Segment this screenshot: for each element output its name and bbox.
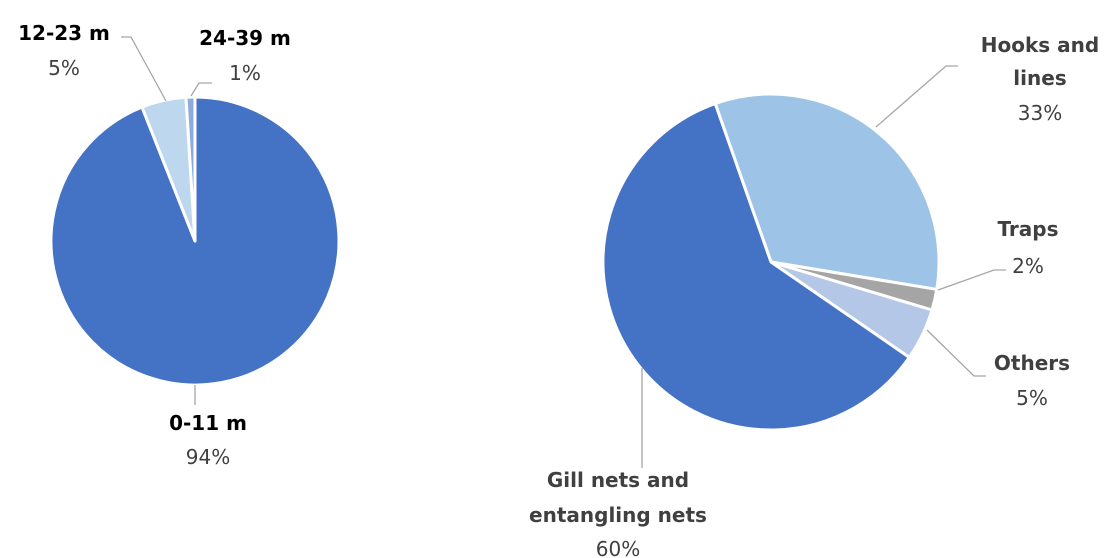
slice-value-24-39m: 1% [229, 61, 261, 85]
slice-value-0-11m: 94% [186, 445, 230, 469]
label-group-12-23m: 12-23 m 5% [18, 21, 110, 80]
slice-label-hooks-line-1: Hooks and [981, 33, 1099, 57]
slice-label-traps: Traps [997, 217, 1058, 241]
label-group-traps: Traps 2% [997, 217, 1058, 278]
leader-lines [121, 36, 1006, 468]
slice-label-gill-nets-line-1: Gill nets and [547, 468, 689, 492]
label-group-0-11m: 0-11 m 94% [169, 411, 247, 469]
leader-line-hooks-and-lines [875, 65, 958, 128]
leader-line-others [926, 329, 986, 377]
label-group-hooks-and-lines: Hooks and lines 33% [981, 33, 1099, 125]
slice-value-gill-nets: 60% [596, 537, 640, 558]
vessel-length-pie-chart [49, 95, 341, 387]
slice-label-12-23m: 12-23 m [18, 21, 110, 45]
slice-value-hooks-and-lines: 33% [1018, 101, 1062, 125]
vessel-slice-24-39-m [184, 95, 197, 243]
slice-value-traps: 2% [1012, 254, 1044, 278]
slice-label-0-11m: 0-11 m [169, 411, 247, 435]
slice-label-others: Others [994, 351, 1070, 375]
gear-slice-gill-nets-and-entangling-nets [601, 102, 911, 432]
slice-label-gill-nets-line-2: entangling nets [529, 503, 707, 527]
label-group-gill-nets: Gill nets and entangling nets 60% [529, 468, 707, 558]
slice-label-24-39m: 24-39 m [199, 26, 291, 50]
label-group-24-39m: 24-39 m 1% [199, 26, 291, 85]
slice-value-12-23m: 5% [48, 56, 80, 80]
leader-line-12-23m [121, 36, 167, 102]
leader-line-traps [937, 269, 1006, 291]
fishing-gear-pie-chart [601, 92, 941, 432]
gear-slice-hooks-and-lines [713, 92, 941, 291]
leader-line-24-39m [190, 82, 212, 97]
slice-label-hooks-line-2: lines [1013, 66, 1066, 90]
label-group-others: Others 5% [994, 351, 1070, 410]
slice-value-others: 5% [1016, 386, 1048, 410]
